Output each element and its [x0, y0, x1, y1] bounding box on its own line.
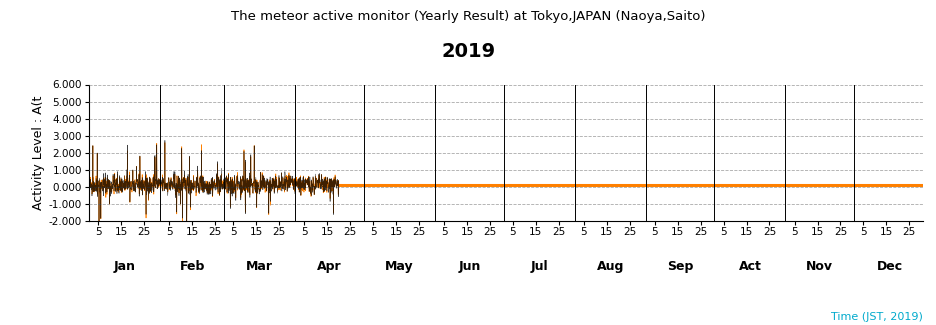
Text: 2019: 2019	[441, 42, 495, 61]
Text: Act: Act	[738, 260, 761, 273]
Text: Apr: Apr	[317, 260, 342, 273]
Text: Jun: Jun	[458, 260, 480, 273]
Text: Nov: Nov	[806, 260, 832, 273]
Y-axis label: Activity Level : A(t: Activity Level : A(t	[32, 96, 45, 210]
Text: Jan: Jan	[113, 260, 136, 273]
Text: Dec: Dec	[876, 260, 901, 273]
Text: Mar: Mar	[246, 260, 273, 273]
Text: Aug: Aug	[596, 260, 623, 273]
Text: Sep: Sep	[666, 260, 693, 273]
Text: Time (JST, 2019): Time (JST, 2019)	[830, 312, 922, 322]
Text: Jul: Jul	[530, 260, 548, 273]
Text: Feb: Feb	[179, 260, 205, 273]
Text: The meteor active monitor (Yearly Result) at Tokyo,JAPAN (Naoya,Saito): The meteor active monitor (Yearly Result…	[231, 10, 705, 23]
Text: May: May	[385, 260, 414, 273]
